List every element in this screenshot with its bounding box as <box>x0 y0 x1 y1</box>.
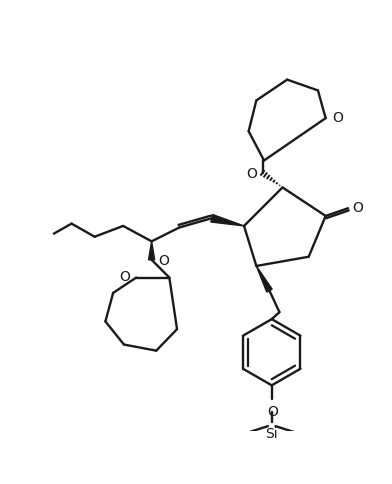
Polygon shape <box>211 214 244 226</box>
Polygon shape <box>149 242 155 260</box>
Text: Si: Si <box>265 427 278 441</box>
Text: O: O <box>246 166 257 181</box>
Polygon shape <box>256 266 272 292</box>
Text: O: O <box>267 405 278 419</box>
Text: O: O <box>352 201 363 215</box>
Text: O: O <box>119 270 130 284</box>
Text: O: O <box>332 111 343 125</box>
Text: O: O <box>158 254 169 268</box>
